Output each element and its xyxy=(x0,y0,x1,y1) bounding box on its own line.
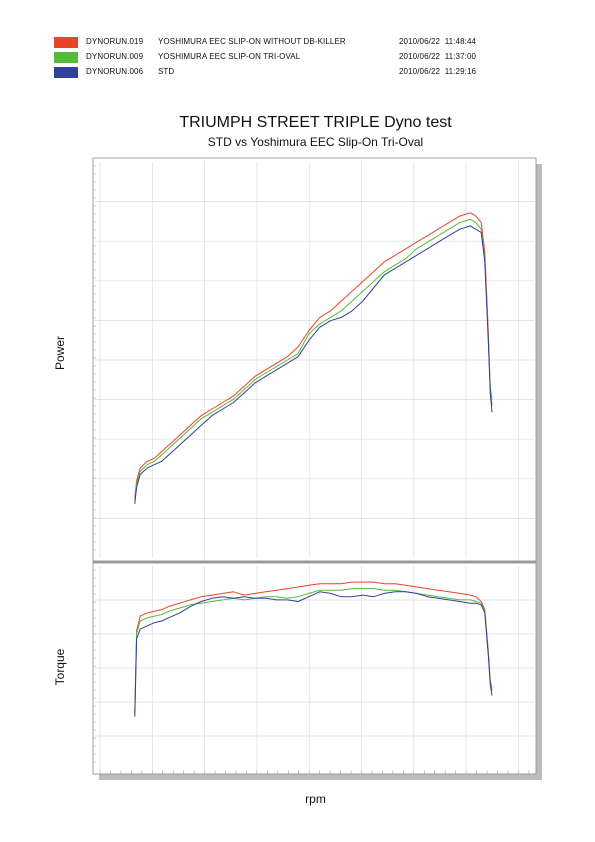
legend-item-run-009: DYNORUN.009 YOSHIMURA EEC SLIP-ON TRI-OV… xyxy=(54,51,534,66)
legend-run-timestamp: 2010/06/22 11:37:00 xyxy=(399,52,477,61)
legend: DYNORUN.019 YOSHIMURA EEC SLIP-ON WITHOU… xyxy=(54,36,534,81)
power-axis-label: Power xyxy=(53,336,67,371)
power-series-dynorun-006 xyxy=(134,225,493,504)
legend-run-timestamp: 2010/06/22 11:29:16 xyxy=(399,67,477,76)
torque-axis-label: Torque xyxy=(53,648,67,686)
legend-item-run-019: DYNORUN.019 YOSHIMURA EEC SLIP-ON WITHOU… xyxy=(54,36,534,51)
legend-run-description: YOSHIMURA EEC SLIP-ON WITHOUT DB-KILLER xyxy=(158,37,346,46)
power-series-dynorun-019 xyxy=(134,212,493,498)
torque-series-dynorun-006 xyxy=(134,591,493,717)
legend-item-run-006: DYNORUN.006 STD 2010/06/22 11:29:16 xyxy=(54,66,534,81)
legend-swatch xyxy=(54,67,78,78)
chart-title: TRIUMPH STREET TRIPLE Dyno test xyxy=(179,114,452,131)
legend-run-description: YOSHIMURA EEC SLIP-ON TRI-OVAL xyxy=(158,52,301,61)
legend-run-name: DYNORUN.009 xyxy=(86,52,144,61)
chart-subtitle: STD vs Yoshimura EEC Slip-On Tri-Oval xyxy=(207,135,424,149)
panel-divider xyxy=(93,560,536,564)
plot-frame xyxy=(92,157,537,775)
power-series-dynorun-009 xyxy=(134,218,493,501)
x-axis-label: rpm xyxy=(305,792,326,806)
legend-swatch xyxy=(54,52,78,63)
legend-run-name: DYNORUN.019 xyxy=(86,37,144,46)
legend-run-timestamp: 2010/06/22 11:48:44 xyxy=(399,37,477,46)
legend-run-description: STD xyxy=(158,67,175,76)
legend-run-name: DYNORUN.006 xyxy=(86,67,144,76)
legend-swatch xyxy=(54,37,78,48)
torque-series-dynorun-019 xyxy=(134,581,493,712)
torque-series-dynorun-009 xyxy=(134,588,493,715)
